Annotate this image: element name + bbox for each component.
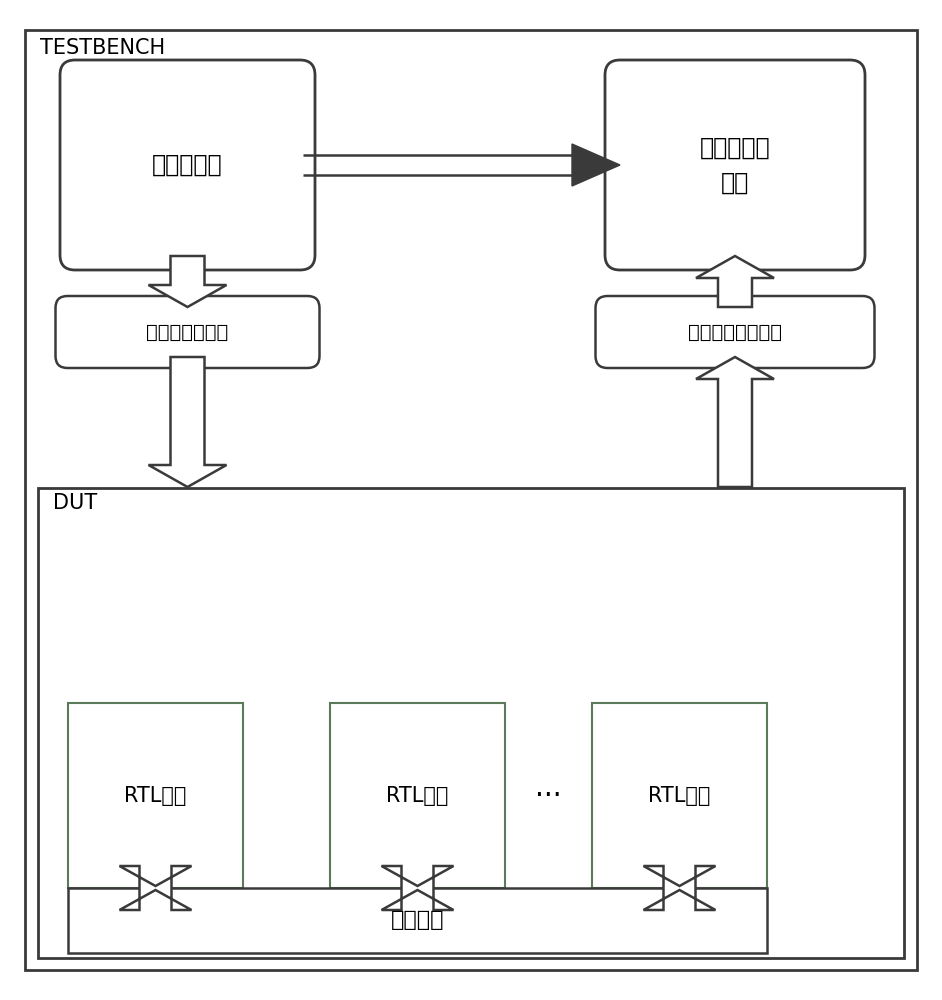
Text: 转化为行为级描述: 转化为行为级描述 — [688, 322, 782, 342]
Text: 互联网络: 互联网络 — [391, 910, 445, 930]
Polygon shape — [572, 144, 620, 186]
Polygon shape — [382, 866, 453, 910]
Polygon shape — [696, 357, 774, 487]
Text: 行为级激励: 行为级激励 — [153, 153, 223, 177]
FancyBboxPatch shape — [38, 488, 904, 958]
FancyBboxPatch shape — [68, 703, 243, 888]
Text: 监测和结果
检查: 监测和结果 检查 — [700, 135, 771, 195]
Text: RTL芯片: RTL芯片 — [386, 786, 448, 806]
Text: TESTBENCH: TESTBENCH — [40, 38, 165, 58]
Text: ···: ··· — [535, 782, 561, 810]
Text: 转化为激励信号: 转化为激励信号 — [146, 322, 229, 342]
FancyBboxPatch shape — [56, 296, 319, 368]
FancyBboxPatch shape — [60, 60, 315, 270]
Polygon shape — [643, 866, 716, 910]
Polygon shape — [120, 866, 191, 910]
FancyBboxPatch shape — [592, 703, 767, 888]
Text: RTL芯片: RTL芯片 — [648, 786, 710, 806]
Polygon shape — [696, 256, 774, 307]
Text: RTL芯片: RTL芯片 — [124, 786, 187, 806]
FancyBboxPatch shape — [595, 296, 874, 368]
Polygon shape — [149, 256, 226, 307]
Polygon shape — [149, 357, 226, 487]
Text: DUT: DUT — [53, 493, 97, 513]
FancyBboxPatch shape — [330, 703, 505, 888]
FancyBboxPatch shape — [68, 888, 767, 953]
FancyBboxPatch shape — [605, 60, 865, 270]
FancyBboxPatch shape — [25, 30, 917, 970]
